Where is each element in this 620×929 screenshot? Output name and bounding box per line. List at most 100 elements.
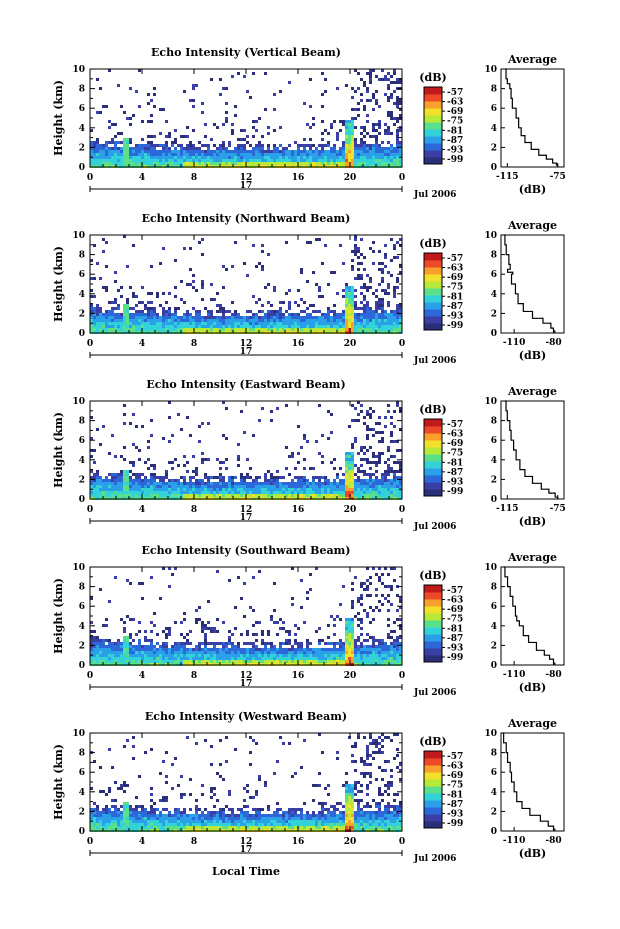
heatmap-cell — [231, 654, 234, 657]
heatmap-cell — [273, 494, 276, 497]
heatmap-cell — [309, 588, 312, 591]
heatmap-cell — [147, 316, 150, 319]
heatmap-cell — [276, 479, 279, 482]
heatmap-cell — [117, 84, 120, 87]
heatmap-cell — [168, 147, 171, 150]
heatmap-cell — [372, 479, 375, 482]
heatmap-cell — [150, 419, 153, 422]
heatmap-cell — [129, 162, 132, 165]
heatmap-cell — [147, 156, 150, 159]
heatmap-cell — [153, 494, 156, 497]
heatmap-cell — [378, 162, 381, 165]
heatmap-cell — [141, 286, 144, 289]
heatmap-cell — [336, 482, 339, 485]
heatmap-cell — [234, 648, 237, 651]
heatmap-cell — [333, 147, 336, 150]
heatmap-cell — [345, 452, 348, 455]
heatmap-cell — [153, 488, 156, 491]
heatmap-cell — [273, 286, 276, 289]
heatmap-cell — [162, 328, 165, 331]
heatmap-cell — [108, 660, 111, 663]
heatmap-cell — [312, 153, 315, 156]
heatmap-cell — [366, 473, 369, 476]
heatmap-cell — [336, 328, 339, 331]
heatmap-cell — [195, 470, 198, 473]
heatmap-cell — [90, 162, 93, 165]
heatmap-cell — [237, 645, 240, 648]
heatmap-cell — [366, 585, 369, 588]
heatmap-cell — [363, 156, 366, 159]
heatmap-cell — [120, 494, 123, 497]
heatmap-cell — [108, 488, 111, 491]
heatmap-cell — [204, 135, 207, 138]
heatmap-cell — [219, 654, 222, 657]
heatmap-cell — [375, 304, 378, 307]
heatmap-cell — [174, 494, 177, 497]
heatmap-cell — [207, 600, 210, 603]
heatmap-cell — [291, 660, 294, 663]
heatmap-cell — [180, 476, 183, 479]
heatmap-cell — [345, 494, 348, 497]
heatmap-cell — [183, 328, 186, 331]
heatmap-cell — [132, 156, 135, 159]
heatmap-cell — [276, 654, 279, 657]
heatmap-cell — [195, 609, 198, 612]
heatmap-cell — [126, 473, 129, 476]
heatmap-cell — [225, 153, 228, 156]
heatmap-cell — [354, 648, 357, 651]
profile-y-tick-label: 4 — [491, 456, 497, 466]
heatmap-cell — [138, 473, 141, 476]
heatmap-cell — [282, 660, 285, 663]
heatmap-cell — [168, 494, 171, 497]
heatmap-cell — [165, 313, 168, 316]
heatmap-cell — [222, 476, 225, 479]
heatmap-cell — [177, 153, 180, 156]
heatmap-cell — [315, 159, 318, 162]
heatmap-cell — [225, 325, 228, 328]
heatmap-cell — [387, 458, 390, 461]
heatmap-cell — [105, 820, 108, 823]
heatmap-cell — [147, 93, 150, 96]
heatmap-cell — [231, 476, 234, 479]
heatmap-cell — [252, 120, 255, 123]
heatmap-cell — [378, 126, 381, 129]
heatmap-cell — [348, 636, 351, 639]
heatmap-cell — [120, 470, 123, 473]
heatmap-cell — [366, 156, 369, 159]
heatmap-cell — [393, 482, 396, 485]
heatmap-cell — [366, 428, 369, 431]
heatmap-cell — [333, 156, 336, 159]
heatmap-cell — [129, 470, 132, 473]
heatmap-cell — [111, 141, 114, 144]
heatmap-cell — [147, 657, 150, 660]
heatmap-cell — [252, 648, 255, 651]
heatmap-cell — [144, 313, 147, 316]
heatmap-cell — [375, 422, 378, 425]
heatmap-cell — [399, 307, 402, 310]
heatmap-cell — [225, 159, 228, 162]
heatmap-cell — [102, 660, 105, 663]
colorbar-tick-label: -57 — [447, 254, 463, 264]
heatmap-cell — [264, 322, 267, 325]
heatmap-cell — [207, 319, 210, 322]
heatmap-cell — [177, 159, 180, 162]
heatmap-cell — [363, 485, 366, 488]
heatmap-cell — [102, 814, 105, 817]
heatmap-cell — [276, 491, 279, 494]
heatmap-cell — [351, 485, 354, 488]
heatmap-cell — [246, 150, 249, 153]
heatmap-cell — [327, 488, 330, 491]
heatmap-cell — [372, 636, 375, 639]
heatmap-cell — [297, 156, 300, 159]
heatmap-cell — [369, 636, 372, 639]
heatmap-cell — [399, 265, 402, 268]
heatmap-cell — [153, 464, 156, 467]
heatmap-cell — [342, 153, 345, 156]
heatmap-cell — [372, 461, 375, 464]
heatmap-cell — [366, 594, 369, 597]
heatmap-cell — [387, 132, 390, 135]
heatmap-cell — [210, 156, 213, 159]
heatmap-cell — [159, 325, 162, 328]
heatmap-cell — [108, 642, 111, 645]
heatmap-cell — [177, 651, 180, 654]
